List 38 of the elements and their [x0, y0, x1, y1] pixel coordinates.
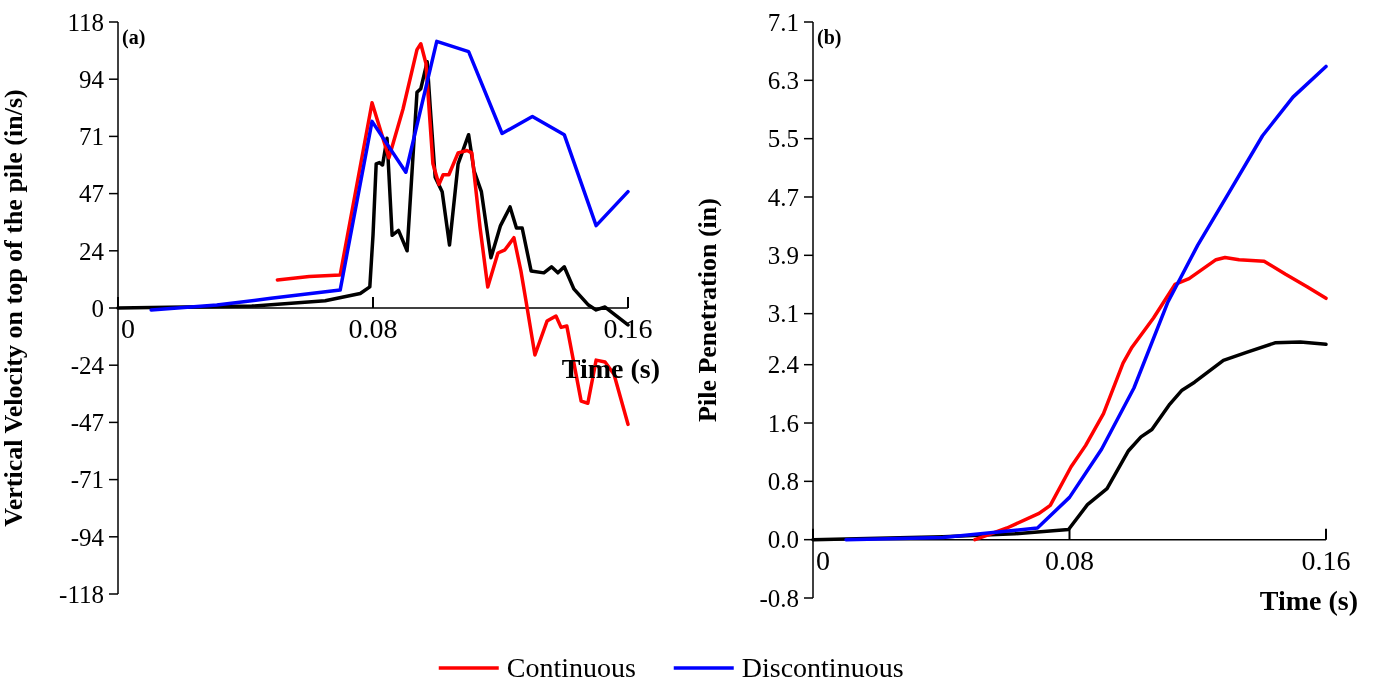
x-axis-title: Time (s) [1259, 584, 1358, 616]
y-tick-label: 24 [79, 237, 105, 265]
y-tick-label: -0.8 [759, 584, 799, 612]
x-tick-label: 0.16 [603, 313, 653, 344]
x-tick-label: 0.16 [1301, 544, 1351, 576]
x-tick-label: 0.08 [348, 313, 398, 344]
y-tick-label: 0.0 [767, 526, 799, 554]
y-tick-label: 47 [79, 180, 104, 208]
y-tick-label: 7.1 [767, 8, 799, 36]
y-tick-label: 94 [79, 65, 105, 93]
y-tick-label: 5.5 [767, 125, 799, 153]
y-tick-label: 6.3 [767, 67, 799, 95]
y-axis-title: Pile Penetration (in) [693, 198, 722, 422]
y-tick-label: -94 [70, 523, 105, 551]
line-series [973, 255, 1328, 542]
y-tick-label: 4.7 [767, 183, 799, 211]
x-tick-label: 0.08 [1045, 544, 1094, 576]
annotation: (a) [122, 26, 146, 49]
x-tick-label: 0 [121, 313, 135, 344]
legend-label: Continuous [506, 652, 636, 683]
x-tick-label: 0 [816, 544, 830, 576]
legend-label: Discontinuous [741, 652, 904, 683]
y-tick-label: -71 [70, 466, 104, 494]
y-tick-label: -47 [70, 409, 104, 437]
y-tick-label: 2.4 [767, 351, 800, 379]
y-tick-label: 0.8 [767, 468, 799, 496]
y-tick-label: 71 [79, 123, 104, 151]
y-tick-label: -24 [70, 351, 105, 379]
y-tick-label: -118 [59, 580, 104, 608]
y-tick-label: 3.9 [767, 242, 799, 270]
y-tick-label: 1.6 [767, 409, 799, 437]
y-tick-label: 118 [67, 8, 104, 36]
line-series [149, 39, 630, 312]
y-tick-label: 0 [91, 294, 104, 322]
annotation: (b) [817, 26, 842, 49]
y-axis-title: Vertical Velocity on top of the pile (in/s) [0, 89, 28, 527]
y-tick-label: 3.1 [767, 300, 799, 328]
line-series [844, 64, 1328, 542]
